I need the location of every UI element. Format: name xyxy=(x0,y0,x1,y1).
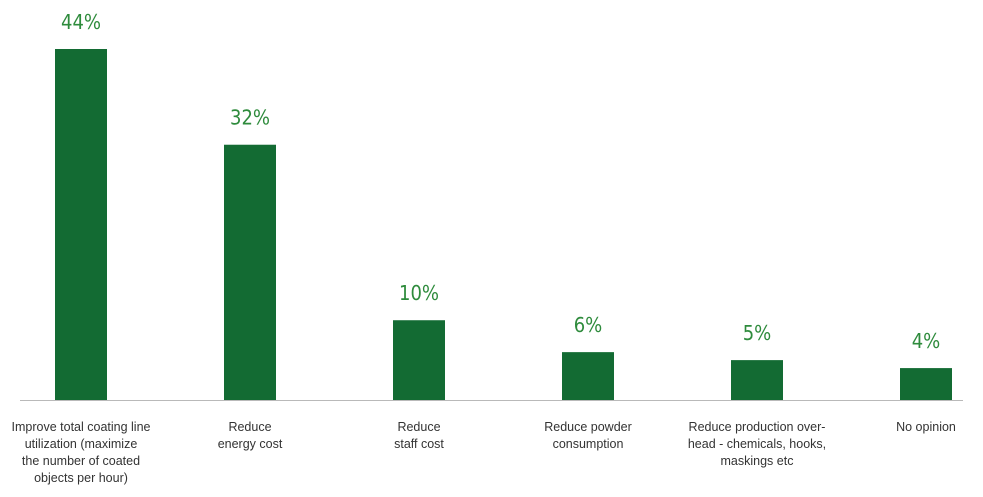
category-label: No opinion xyxy=(896,420,956,434)
category-label-line: Reduce powder xyxy=(544,420,632,434)
bar xyxy=(731,360,783,400)
category-label: Reduce production over-head - chemicals,… xyxy=(688,420,826,468)
category-label: Improve total coating line utilization (m… xyxy=(12,420,151,485)
bar-value-label: 10% xyxy=(399,281,439,305)
bar-value-label: 6% xyxy=(574,313,603,337)
category-label-line: head - chemicals, hooks, xyxy=(688,437,826,451)
bar-value-label: 44% xyxy=(61,10,101,34)
category-labels-group: Improve total coating line utilization (m… xyxy=(12,420,956,485)
bars-group xyxy=(55,49,952,400)
category-label-line: Reduce production over- xyxy=(689,420,826,434)
bar-value-label: 4% xyxy=(912,329,941,353)
bar xyxy=(55,49,107,400)
bar xyxy=(393,320,445,400)
category-label: Reduce energy cost xyxy=(218,420,283,451)
category-label-line: the number of coated xyxy=(22,454,140,468)
category-label-line: maskings etc xyxy=(721,454,794,468)
value-labels-group: 44% 32% 10% 6% 5% 4% xyxy=(61,10,940,353)
category-label-line: consumption xyxy=(553,437,624,451)
category-label-line: Reduce xyxy=(228,420,271,434)
bar-value-label: 32% xyxy=(230,106,270,130)
category-label-line: No opinion xyxy=(896,420,956,434)
category-label-line: utilization (maximize xyxy=(25,437,138,451)
bar xyxy=(900,368,952,400)
category-label-line: energy cost xyxy=(218,437,283,451)
category-label-line: Reduce xyxy=(397,420,440,434)
category-label: Reduce powder consumption xyxy=(544,420,632,451)
category-label-line: Improve total coating line xyxy=(12,420,151,434)
category-label: Reduce staff cost xyxy=(394,420,444,451)
category-label-line: staff cost xyxy=(394,437,444,451)
bar xyxy=(562,352,614,400)
bar-value-label: 5% xyxy=(743,321,772,345)
bar xyxy=(224,144,276,400)
category-label-line: objects per hour) xyxy=(34,471,128,485)
